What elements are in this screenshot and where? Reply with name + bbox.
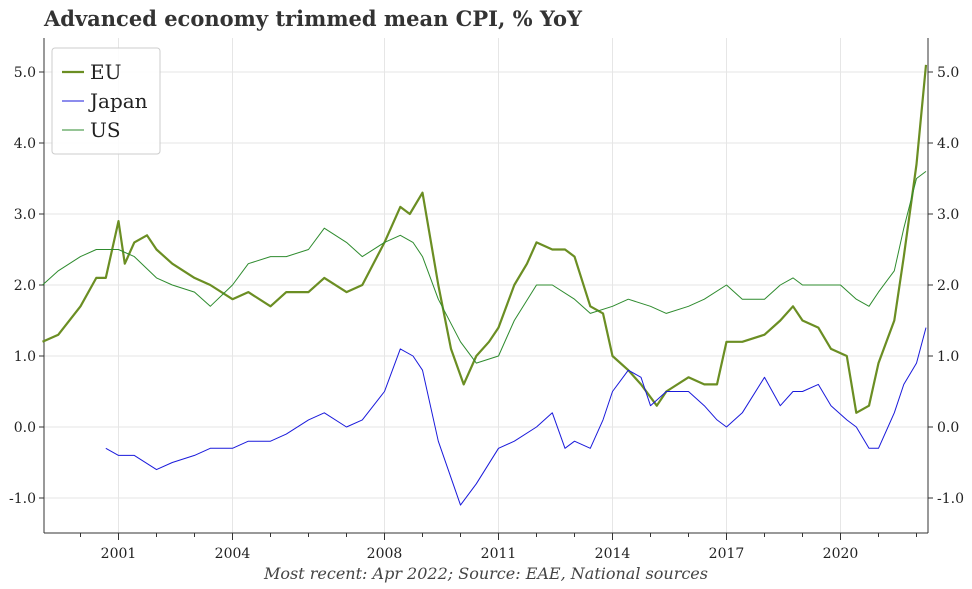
x-tick-label: 2004: [215, 546, 251, 560]
y-tick-label-right: 5.0: [937, 65, 959, 81]
y-tick-label-left: 1.0: [14, 349, 36, 365]
series-line-japan: [105, 327, 927, 506]
y-tick-label-right: 1.0: [937, 349, 959, 365]
legend-label-japan: Japan: [88, 89, 148, 113]
x-tick-label: 2017: [709, 546, 745, 560]
y-tick-label-right: 2.0: [937, 278, 959, 294]
x-tick-label: 2001: [101, 546, 137, 560]
trimmed-mean-cpi-chart: -1.0 -1.0 0.0 0.0 1.0 1.0 2.0 2.0 3.0 3.0 4.0 4.0 5.…: [9, 38, 964, 560]
series-line-eu: [42, 64, 928, 414]
y-tick-label-right: 4.0: [937, 136, 959, 152]
x-tick-label: 2020: [823, 546, 859, 560]
legend-label-us: US: [90, 118, 121, 142]
series-line-us: [42, 170, 927, 364]
chart-footer-source: Most recent: Apr 2022; Source: EAE, Nati…: [264, 564, 708, 583]
y-tick-label-right: 3.0: [937, 207, 959, 223]
series-lines: [42, 64, 928, 506]
y-tick-label-left: -1.0: [9, 491, 36, 507]
grid-lines: [44, 38, 928, 533]
y-tick-label-left: 3.0: [14, 207, 36, 223]
chart-axes: -1.0 -1.0 0.0 0.0 1.0 1.0 2.0 2.0 3.0 3.0 4.0 4.0 5.…: [9, 38, 964, 560]
y-tick-label-right: -1.0: [937, 491, 964, 507]
y-tick-label-left: 4.0: [14, 136, 36, 152]
y-tick-label-left: 0.0: [14, 420, 36, 436]
x-tick-label: 2014: [595, 546, 631, 560]
x-tick-label: 2008: [367, 546, 403, 560]
y-tick-label-left: 5.0: [14, 65, 36, 81]
x-tick-label: 2011: [481, 546, 517, 560]
chart-legend: EU Japan US: [51, 47, 161, 155]
legend-label-eu: EU: [90, 60, 121, 84]
chart-title: Advanced economy trimmed mean CPI, % YoY: [44, 6, 583, 31]
y-tick-label-right: 0.0: [937, 420, 959, 436]
y-tick-label-left: 2.0: [14, 278, 36, 294]
legend-box: [51, 47, 161, 155]
